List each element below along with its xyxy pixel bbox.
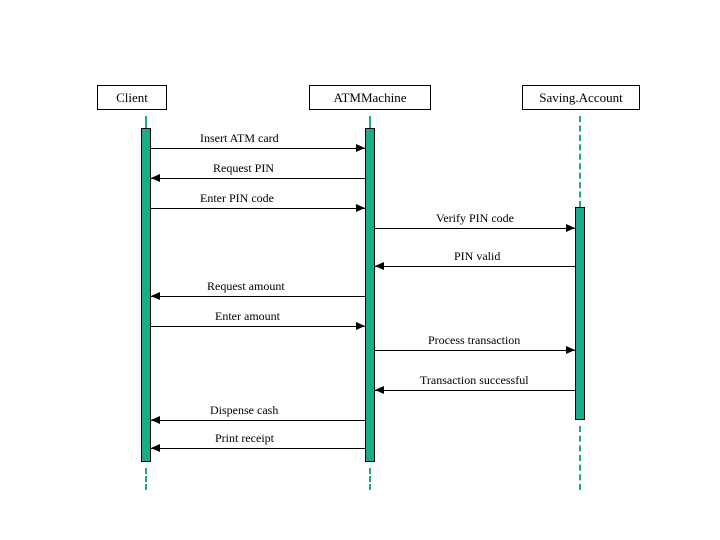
arrow-head-right-icon <box>356 144 365 152</box>
arrow-head-left-icon <box>151 444 160 452</box>
message-label: Process transaction <box>428 333 520 348</box>
message-label: Verify PIN code <box>436 211 514 226</box>
arrow-head-right-icon <box>356 204 365 212</box>
message-arrow <box>375 350 575 351</box>
activation-bar-client <box>141 128 151 462</box>
message-arrow <box>151 326 365 327</box>
arrow-head-right-icon <box>566 346 575 354</box>
message-label: Enter amount <box>215 309 280 324</box>
arrow-head-left-icon <box>375 262 384 270</box>
arrow-head-right-icon <box>356 322 365 330</box>
lifeline-dash <box>145 116 147 128</box>
arrow-head-left-icon <box>375 386 384 394</box>
message-arrow <box>151 420 365 421</box>
lifeline-dash <box>369 468 371 490</box>
arrow-head-left-icon <box>151 292 160 300</box>
message-label: Print receipt <box>215 431 274 446</box>
arrow-head-right-icon <box>566 224 575 232</box>
arrow-head-left-icon <box>151 174 160 182</box>
message-arrow <box>151 296 365 297</box>
message-arrow <box>151 148 365 149</box>
lifeline-dash <box>369 116 371 128</box>
lifeline-dash <box>145 468 147 490</box>
message-label: Insert ATM card <box>200 131 279 146</box>
message-label: Dispense cash <box>210 403 278 418</box>
message-label: Enter PIN code <box>200 191 274 206</box>
lifeline-dash <box>579 426 581 490</box>
message-arrow <box>151 448 365 449</box>
activation-bar-saving <box>575 207 585 420</box>
message-arrow <box>151 208 365 209</box>
lifeline-box-client: Client <box>97 85 167 110</box>
message-arrow <box>375 266 575 267</box>
message-label: Request PIN <box>213 161 274 176</box>
message-label: PIN valid <box>454 249 500 264</box>
arrow-head-left-icon <box>151 416 160 424</box>
message-label: Request amount <box>207 279 285 294</box>
message-arrow <box>375 228 575 229</box>
message-arrow <box>375 390 575 391</box>
lifeline-label: Saving.Account <box>539 90 622 105</box>
lifeline-box-saving: Saving.Account <box>522 85 640 110</box>
lifeline-dash <box>579 116 581 207</box>
lifeline-label: Client <box>116 90 148 105</box>
message-arrow <box>151 178 365 179</box>
lifeline-label: ATMMachine <box>334 90 407 105</box>
message-label: Transaction successful <box>420 373 529 388</box>
lifeline-box-atm: ATMMachine <box>309 85 431 110</box>
activation-bar-atm <box>365 128 375 462</box>
